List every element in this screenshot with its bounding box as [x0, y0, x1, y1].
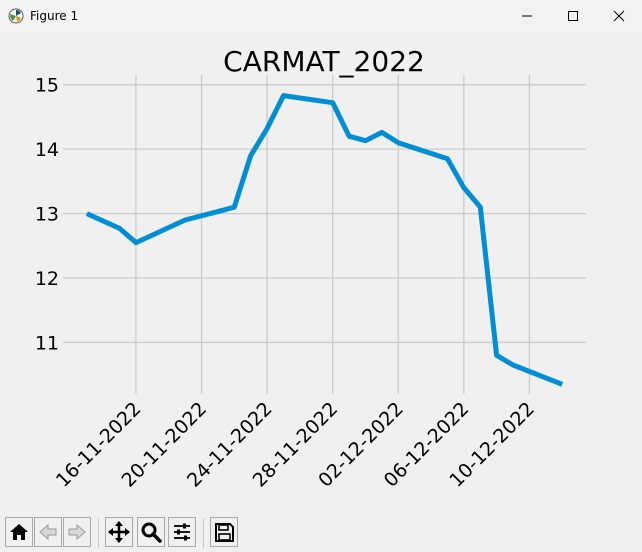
y-tick-label: 15 — [35, 75, 59, 97]
toolbar-separator — [203, 518, 204, 548]
home-button[interactable] — [5, 517, 33, 547]
maximize-button[interactable] — [550, 0, 596, 32]
figure-canvas[interactable]: CARMAT_2022 11 12 13 14 15 16-11-2022 20-11-2… — [0, 32, 642, 512]
close-icon — [613, 10, 625, 22]
chart-title: CARMAT_2022 — [223, 45, 425, 78]
forward-button[interactable] — [63, 517, 91, 547]
maximize-icon — [568, 11, 578, 21]
zoom-icon — [141, 522, 162, 543]
window-titlebar: Figure 1 — [0, 0, 642, 32]
pan-button[interactable] — [105, 517, 133, 547]
zoom-button[interactable] — [137, 517, 165, 547]
toolbar-separator — [98, 518, 99, 548]
y-tick-label: 12 — [35, 268, 59, 290]
y-tick-labels: 11 12 13 14 15 — [35, 75, 59, 355]
minimize-icon — [522, 15, 532, 17]
close-button[interactable] — [596, 0, 642, 32]
navigation-toolbar — [0, 514, 642, 552]
y-tick-label: 13 — [35, 204, 59, 226]
pan-icon — [108, 521, 130, 543]
forward-icon — [68, 523, 86, 541]
save-button[interactable] — [210, 517, 238, 547]
back-icon — [39, 523, 57, 541]
grid-lines — [63, 75, 586, 394]
window-title: Figure 1 — [30, 9, 79, 23]
minimize-button[interactable] — [504, 0, 550, 32]
y-tick-label: 11 — [35, 332, 59, 354]
y-tick-label: 14 — [35, 139, 59, 161]
configure-subplots-button[interactable] — [168, 517, 196, 547]
series-line — [85, 93, 564, 387]
configure-subplots-icon — [174, 523, 190, 541]
save-icon — [215, 523, 234, 542]
data-series — [85, 93, 564, 387]
matplotlib-logo-icon — [8, 8, 24, 24]
x-tick-labels: 16-11-202220-11-202224-11-202228-11-2022… — [52, 398, 539, 492]
back-button[interactable] — [34, 517, 62, 547]
line-chart: CARMAT_2022 11 12 13 14 15 16-11-202220-11-2… — [35, 45, 586, 492]
home-icon — [10, 524, 28, 540]
